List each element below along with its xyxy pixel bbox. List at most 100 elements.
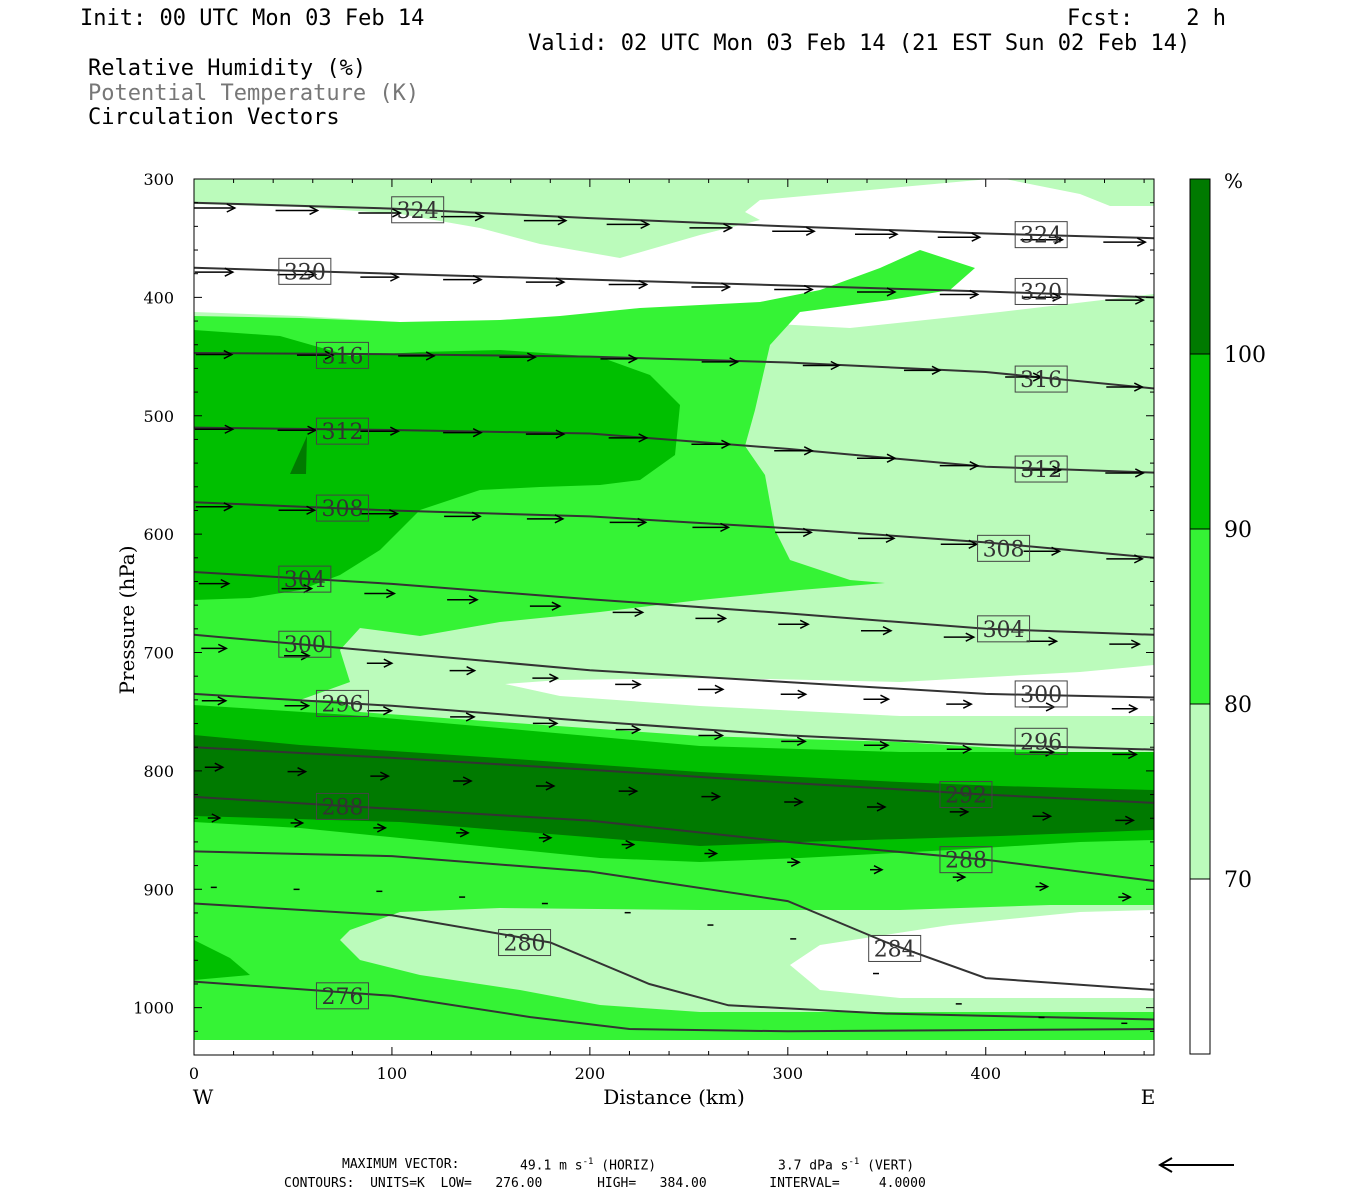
circulation-vector-head	[383, 706, 394, 716]
circulation-vector-head	[1039, 881, 1050, 892]
circulation-vector-head	[638, 279, 649, 290]
circulation-vector-head	[631, 724, 642, 735]
colorbar-swatch-70	[1190, 704, 1210, 879]
circulation-vector-head	[309, 205, 320, 216]
circulation-vector-head	[1134, 295, 1145, 305]
circulation-vector-head	[557, 215, 568, 226]
circulation-vector-head	[1051, 546, 1062, 556]
theta-label-box	[1014, 365, 1068, 393]
theta-contour-labels: 324 324 320 320 316 316 312 312 308 308 304 304 300 3…	[278, 196, 1068, 1010]
circulation-vector-head	[879, 740, 890, 750]
plot-frame	[193, 178, 1155, 1056]
circulation-vector-head	[628, 786, 639, 796]
circulation-vector-head	[931, 365, 942, 375]
theta-label-box	[278, 257, 332, 285]
theta-label-304: 304	[983, 618, 1025, 643]
circulation-vector-head	[637, 517, 648, 528]
circulation-vector-head	[226, 203, 237, 213]
reference-vector-arrow	[1158, 1157, 1234, 1173]
circulation-vector-head	[625, 839, 636, 850]
circulation-vector-head	[380, 771, 391, 781]
theta-label-320: 320	[284, 260, 326, 285]
circulation-vector-head	[223, 349, 234, 360]
theta-label-box	[315, 792, 369, 820]
theta-label-box	[1014, 221, 1068, 249]
circulation-vector-head	[714, 684, 725, 694]
circulation-vector-head	[224, 424, 235, 434]
theta-contour-276	[194, 980, 1154, 1033]
theta-contour-280	[194, 902, 1154, 1021]
theta-label-box	[278, 565, 332, 593]
x-tick-label: 100	[377, 1064, 408, 1083]
theta-label-312: 312	[321, 420, 363, 445]
circulation-vector-head	[294, 818, 305, 828]
circulation-vector-head	[1133, 554, 1144, 564]
y-tick-label: 300	[143, 170, 174, 189]
circulation-vector-head	[962, 744, 973, 754]
circulation-vector-head	[471, 511, 482, 522]
rh-band-100	[672, 812, 718, 820]
circulation-vector-head	[803, 284, 814, 295]
theta-label-304: 304	[284, 568, 326, 593]
circulation-vector-head	[1128, 704, 1139, 714]
circulation-vector-head	[425, 351, 436, 361]
circulation-vector-head	[803, 446, 814, 456]
circulation-vector-head	[526, 352, 537, 362]
circulation-vector-head	[468, 595, 479, 605]
theta-contour-288	[194, 795, 1154, 882]
theta-label-box	[977, 615, 1031, 643]
theta-contour-324	[194, 201, 1154, 240]
circulation-vector-head	[545, 781, 556, 791]
circulation-vector-head	[882, 626, 893, 636]
theta-label-box	[1014, 277, 1068, 305]
field-label-vectors: Circulation Vectors	[88, 105, 340, 130]
circulation-vector-head	[555, 429, 566, 439]
circulation-vector-head	[959, 807, 970, 817]
max-vert-exponent: -1	[848, 1157, 860, 1167]
circulation-vector-head	[1054, 235, 1065, 245]
theta-label-box	[1014, 727, 1068, 755]
circulation-vector-head	[720, 522, 731, 533]
circulation-vector-head	[886, 287, 897, 297]
circulation-vector-head	[886, 453, 897, 463]
circulation-vector-head	[797, 689, 808, 699]
theta-contour-292	[194, 746, 1154, 804]
circulation-vector-head	[888, 229, 899, 239]
max-vert-value: 3.7 dPa s	[778, 1158, 849, 1174]
theta-label-280: 280	[504, 932, 546, 957]
field-label-theta: Potential Temperature (K)	[88, 81, 420, 106]
circulation-vector-head	[324, 350, 335, 360]
circulation-vector-head	[306, 505, 317, 515]
x-axis: 0 100 200 300 400	[189, 179, 1145, 1083]
circulation-vector-head	[555, 277, 566, 287]
forecast-hour: Fcst: 2 h	[1067, 6, 1226, 31]
x-tick-label: 0	[189, 1064, 199, 1083]
theta-label-288: 288	[945, 849, 987, 874]
rh-band-90	[194, 330, 680, 600]
theta-label-300: 300	[1020, 683, 1062, 708]
circulation-vector-head	[1052, 292, 1063, 302]
rh-band-100	[194, 735, 1154, 846]
theta-label-box	[977, 534, 1031, 562]
theta-label-box	[315, 689, 369, 717]
theta-label-box	[315, 341, 369, 369]
circulation-vector-head	[802, 527, 813, 538]
circulation-vector-head	[211, 813, 222, 823]
circulation-vector-head	[799, 619, 810, 629]
reference-vector-head	[1158, 1157, 1173, 1173]
circulation-vector-head	[873, 865, 884, 875]
circulation-vector-head	[796, 736, 807, 746]
circulation-vector-head	[1136, 237, 1147, 247]
colorbar-swatch-90	[1190, 354, 1210, 529]
circulation-vector-head	[721, 439, 732, 449]
theta-contour-304	[194, 571, 1154, 636]
max-vector-horiz: 49.1 m s-1 (HORIZ)	[520, 1158, 656, 1173]
colorbar: % 100 90 80 70	[1189, 169, 1266, 1055]
theta-label-box	[868, 934, 922, 962]
theta-label-316: 316	[1020, 368, 1062, 393]
y-tick-label: 700	[143, 644, 174, 663]
colorbar-tick-100: 100	[1224, 343, 1266, 368]
colorbar-tick-90: 90	[1224, 518, 1252, 543]
theta-label-296: 296	[321, 692, 363, 717]
